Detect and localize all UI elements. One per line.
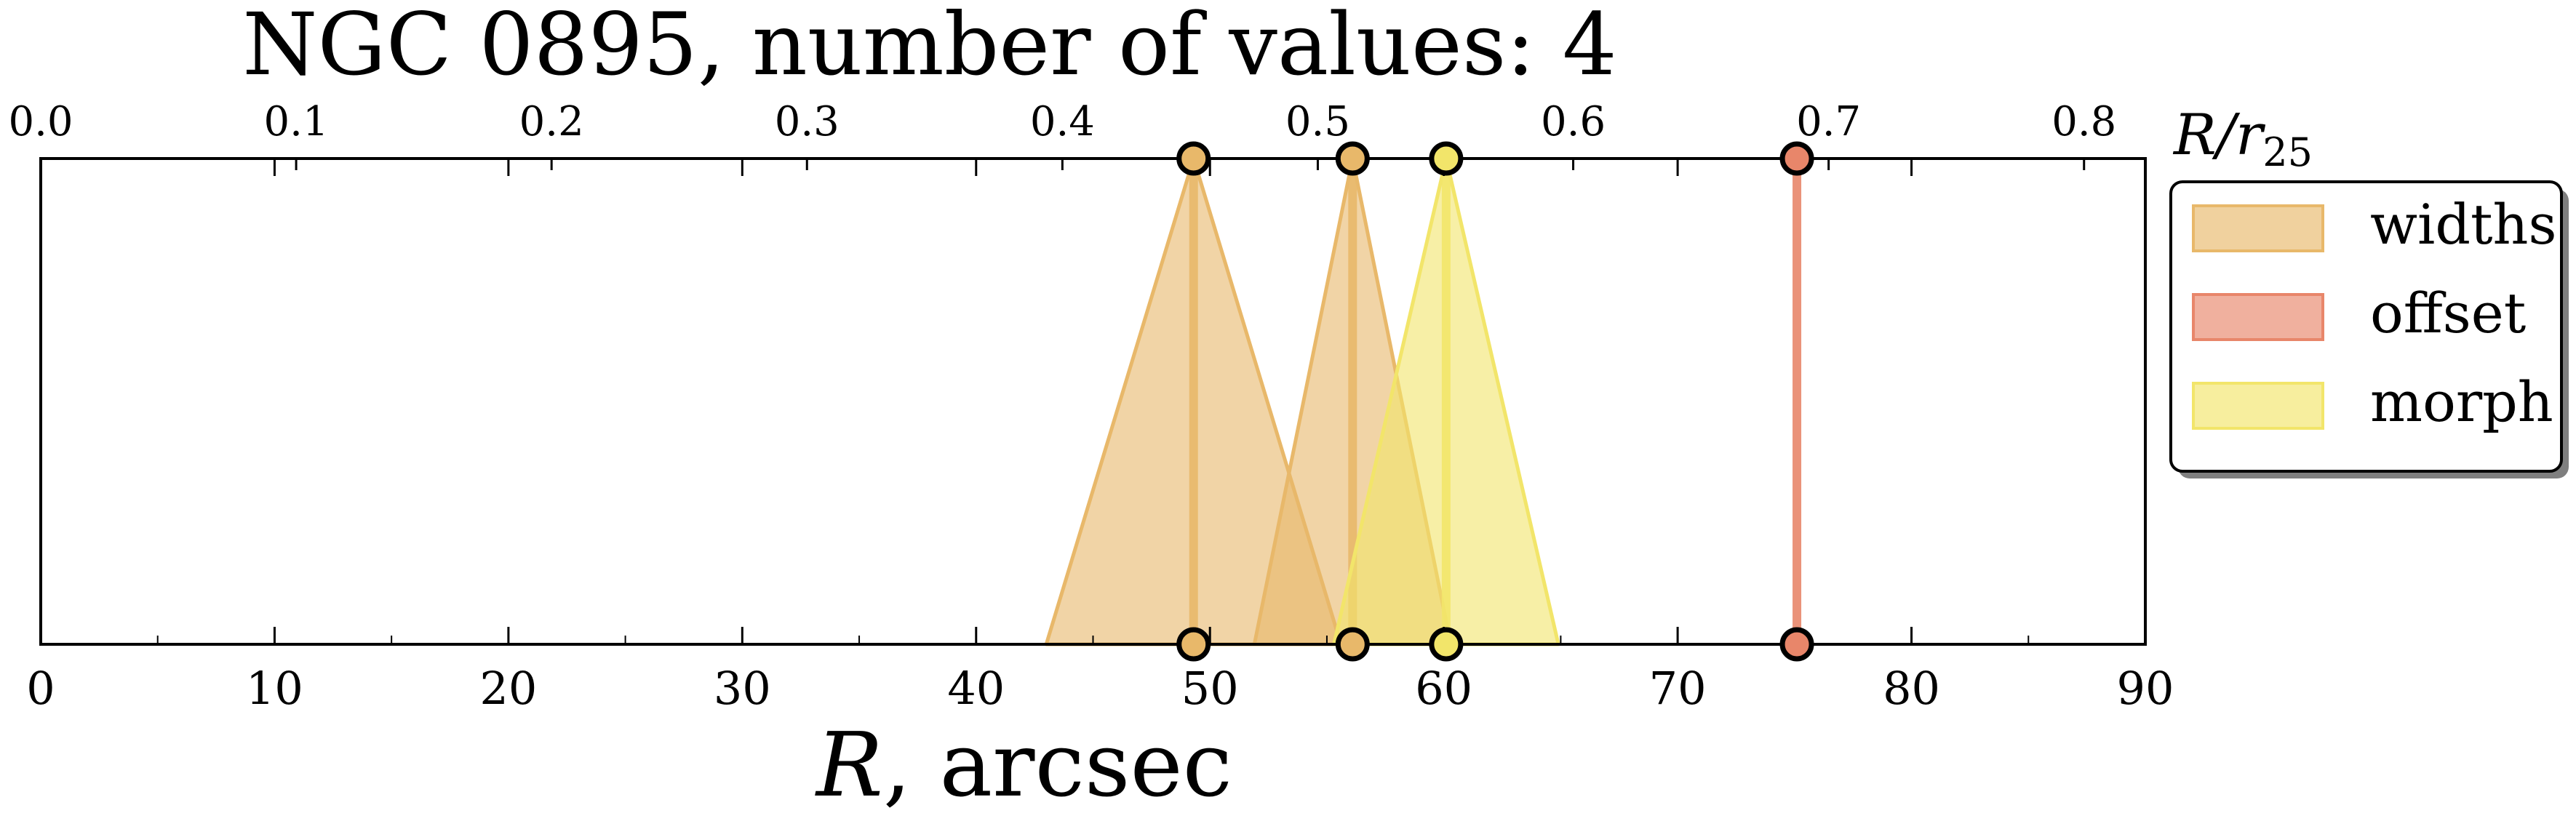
x-axis-label: R, arcsec [815,713,1232,817]
data-layer [1044,156,1802,646]
top-tick-label: 0.5 [1285,98,1350,145]
widths-marker-bottom [1335,627,1370,662]
x-tick-label: 0 [26,662,55,715]
x-tick-label: 80 [1883,662,1940,715]
widths-marker-bottom [1176,627,1211,662]
markers-layer [1176,141,1814,662]
top-tick-label: 0.1 [264,98,329,145]
x-tick-label: 10 [246,662,303,715]
x-tick-label: 40 [947,662,1005,715]
legend-label-morph: morph [2370,369,2553,434]
bottom-axis: 0 10 20 30 40 50 60 70 80 90 [26,159,2174,715]
legend-swatch-widths [2192,204,2324,252]
top-axis-label: R/r25 [2172,103,2313,175]
top-tick-label: 0.2 [519,98,584,145]
widths-marker-top [1335,141,1370,176]
offset-marker-top [1779,141,1814,176]
legend-swatch-morph [2192,382,2324,430]
top-tick-label: 0.3 [775,98,840,145]
x-tick-label: 20 [479,662,537,715]
x-tick-label: 90 [2117,662,2174,715]
x-tick-label: 60 [1415,662,1472,715]
legend-label-widths: widths [2370,192,2557,257]
x-tick-label: 70 [1649,662,1707,715]
widths-marker-top [1176,141,1211,176]
x-axis-label-symbol: R [815,713,883,817]
x-tick-label: 50 [1181,662,1239,715]
top-axis: 0.0 0.1 0.2 0.3 0.4 0.5 0.6 0.7 0.8 [8,98,2116,170]
top-tick-label: 0.6 [1541,98,1606,145]
top-tick-label: 0.8 [2051,98,2116,145]
legend-swatch-offset [2192,293,2324,341]
morph-marker-bottom [1429,627,1464,662]
x-tick-label: 30 [714,662,771,715]
top-tick-label: 0.4 [1030,98,1095,145]
chart-title: NGC 0895, number of values: 4 [242,0,1617,95]
morph-marker-top [1429,141,1464,176]
top-tick-label: 0.0 [8,98,73,145]
x-axis-label-unit: , arcsec [883,713,1232,817]
legend-label-offset: offset [2370,281,2526,345]
offset-marker-bottom [1779,627,1814,662]
top-tick-label: 0.7 [1796,98,1861,145]
legend: widths offset morph [2169,180,2569,478]
